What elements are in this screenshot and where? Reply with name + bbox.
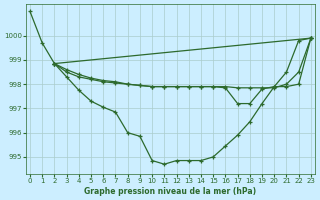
X-axis label: Graphe pression niveau de la mer (hPa): Graphe pression niveau de la mer (hPa) — [84, 187, 257, 196]
